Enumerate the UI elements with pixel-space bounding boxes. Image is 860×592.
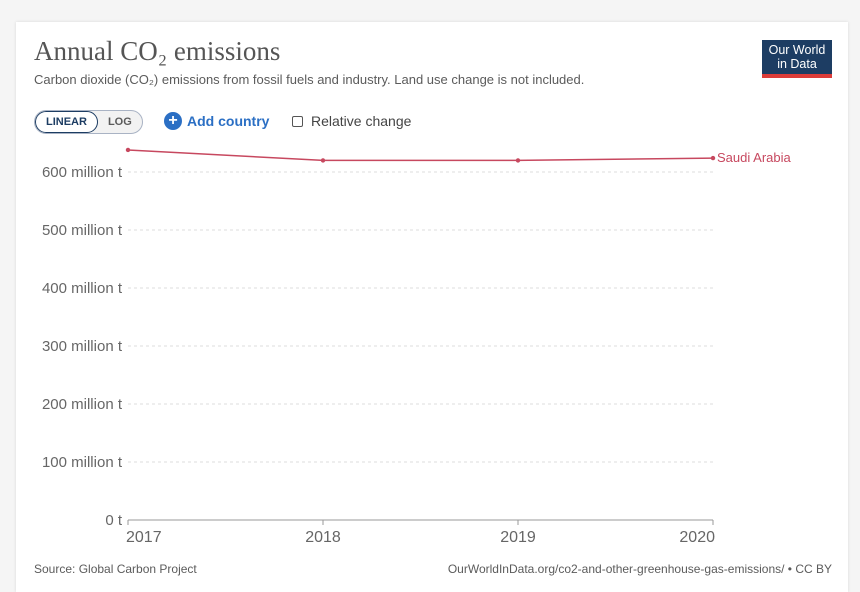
y-tick-label: 0 t — [105, 512, 123, 529]
scale-toggle: LINEAR LOG — [34, 110, 143, 134]
chart-title: Annual CO₂ emissions — [34, 36, 281, 66]
series-line — [127, 149, 714, 162]
log-scale-button[interactable]: LOG — [107, 116, 132, 128]
y-tick-label: 500 million t — [42, 222, 123, 239]
data-point — [710, 155, 716, 161]
logo-line-2: in Data — [777, 57, 817, 71]
data-point — [515, 158, 521, 163]
chart-card: Annual CO₂ emissions Carbon dioxide (CO₂… — [16, 22, 848, 592]
chart-subtitle: Carbon dioxide (CO₂) emissions from foss… — [34, 72, 585, 87]
line-chart: 0 t 100 million t 200 million t 300 million… — [42, 147, 791, 546]
x-tick-label: 2020 — [679, 529, 715, 546]
plus-icon: + — [164, 112, 182, 130]
relative-change-checkbox[interactable] — [292, 115, 303, 127]
y-tick-label: 300 million t — [42, 338, 123, 355]
linear-scale-button[interactable]: LINEAR — [35, 111, 98, 133]
relative-change-toggle[interactable]: Relative change — [292, 110, 411, 132]
x-tick-label: 2017 — [126, 529, 162, 546]
relative-change-label: Relative change — [311, 113, 412, 129]
y-tick-label: 400 million t — [42, 280, 123, 297]
y-tick-label: 200 million t — [42, 396, 123, 413]
x-tick-label: 2019 — [500, 529, 536, 546]
add-country-label: Add country — [187, 113, 270, 129]
data-point — [320, 158, 326, 163]
logo-line-1: Our World — [768, 43, 826, 57]
owid-logo[interactable]: Our World in Data — [762, 40, 832, 78]
data-point — [125, 147, 131, 153]
y-tick-label: 100 million t — [42, 454, 123, 471]
series-label: Saudi Arabia — [717, 150, 791, 165]
source-url[interactable]: OurWorldInData.org/co2-and-other-greenho… — [447, 562, 832, 576]
source-note[interactable]: Source: Global Carbon Project — [34, 562, 197, 576]
y-tick-label: 600 million t — [42, 164, 123, 181]
x-tick-label: 2018 — [305, 529, 341, 546]
add-country-button[interactable]: + Add country — [164, 110, 269, 132]
